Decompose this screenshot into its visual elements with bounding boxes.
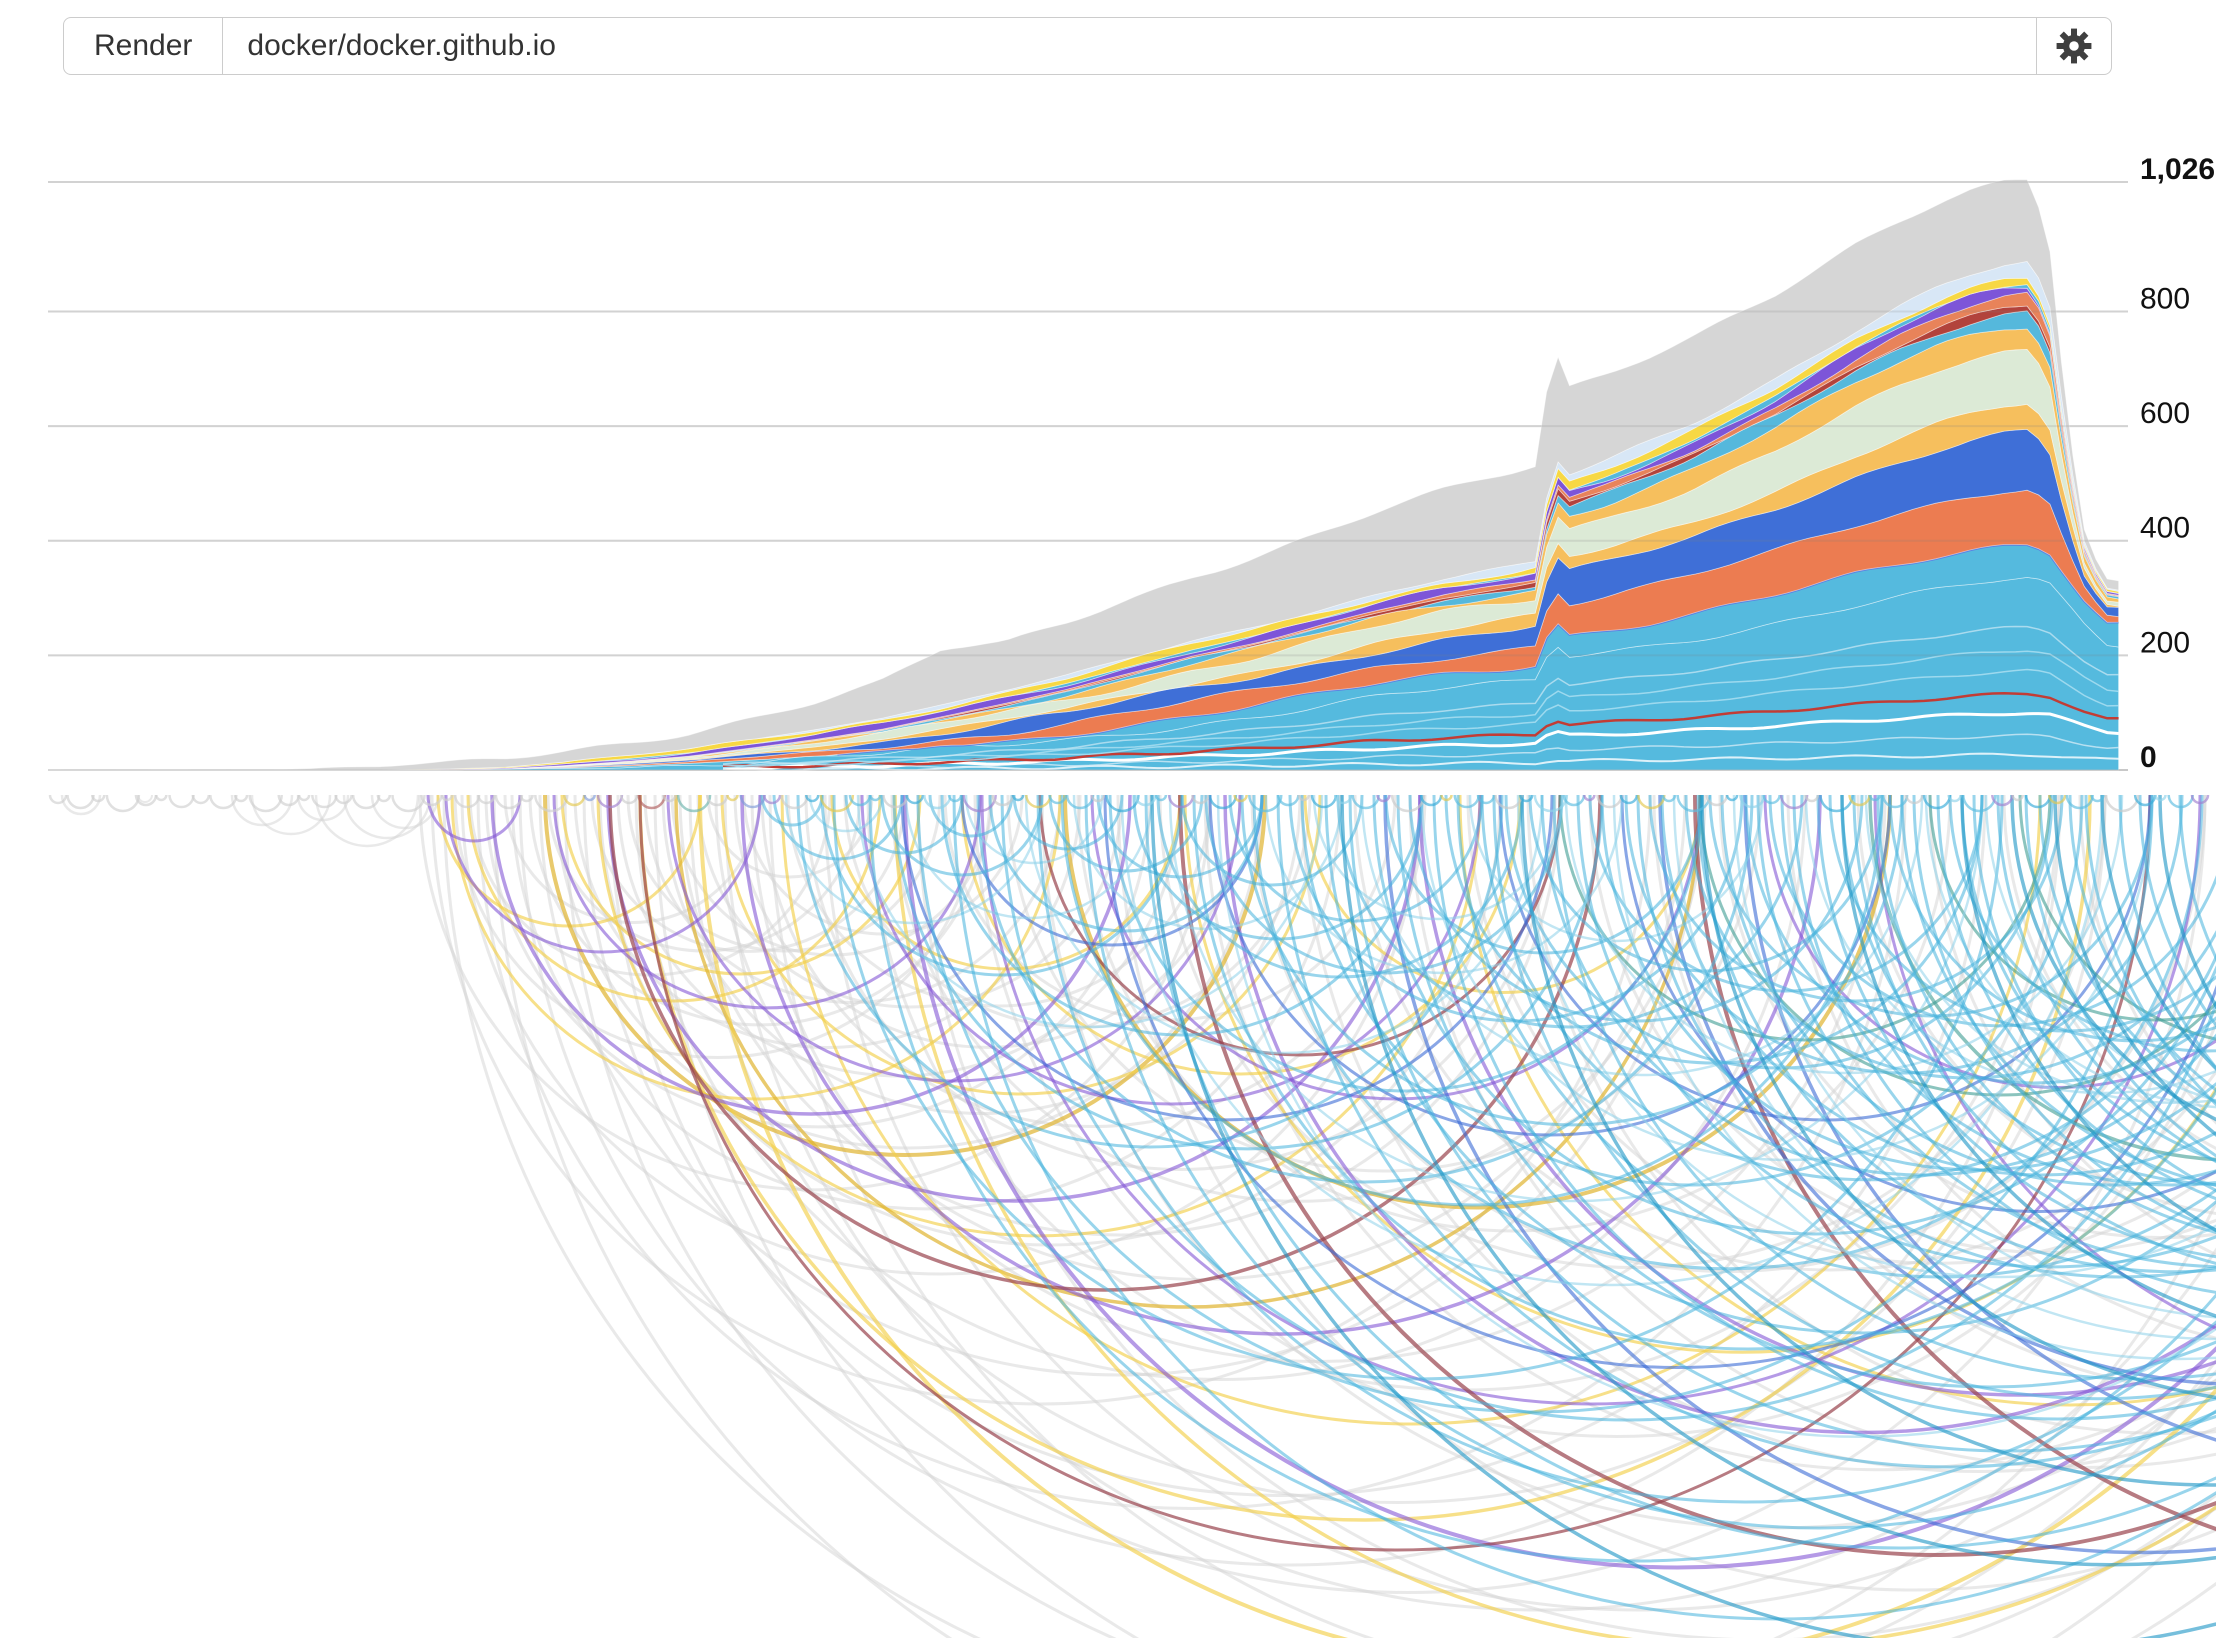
y-axis: 1,026 800 600 400 200 0	[48, 153, 2215, 774]
gear-icon	[2056, 28, 2092, 64]
mini-arcs	[48, 794, 2210, 813]
y-tick-label-800: 800	[2140, 282, 2190, 315]
repo-input[interactable]	[222, 17, 2037, 75]
y-tick-label-1026: 1,026	[2140, 153, 2215, 186]
y-tick-label-0: 0	[2140, 741, 2157, 774]
y-tick-label-200: 200	[2140, 626, 2190, 659]
toolbar: Render	[63, 17, 2112, 75]
commit-arc-diagram	[60, 794, 2216, 1638]
area-layer-gray-other	[48, 179, 2119, 771]
render-button[interactable]: Render	[63, 17, 224, 75]
settings-button[interactable]	[2036, 17, 2112, 75]
y-tick-label-600: 600	[2140, 397, 2190, 430]
y-tick-label-400: 400	[2140, 512, 2190, 545]
stacked-area-layers	[48, 179, 2119, 771]
cyan-inner-lines	[722, 625, 2119, 772]
